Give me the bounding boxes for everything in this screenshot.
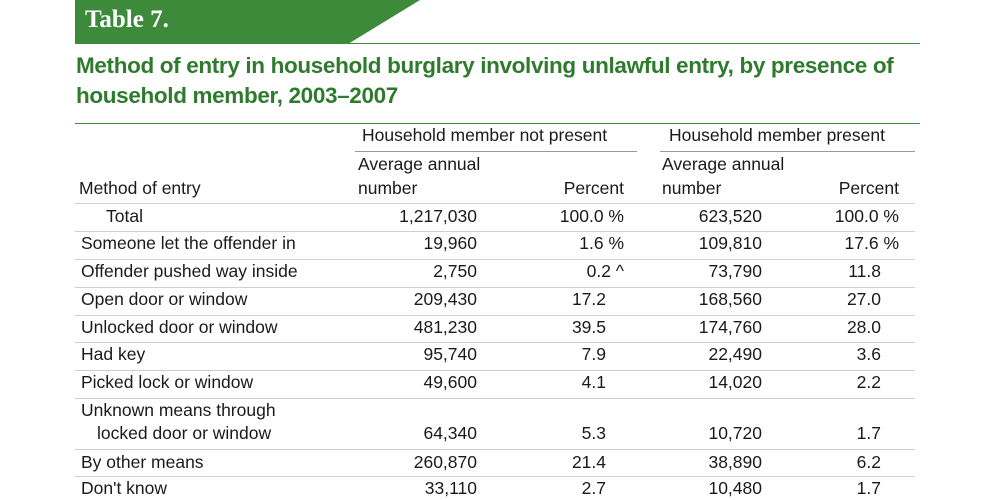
cell-np-number: 209,430 (413, 289, 477, 309)
cell-p-number: 109,810 (698, 233, 762, 253)
cell-np-percent: 39.5 (571, 317, 606, 337)
cell-np-percent: 100.0 % (559, 206, 624, 226)
header-avg-annual-p-line2: number (662, 178, 722, 198)
cell-p-number: 73,790 (708, 261, 762, 281)
cell-np-percent: 0.2 ^ (586, 261, 624, 281)
cell-p-number: 174,760 (698, 317, 762, 337)
header-method-of-entry: Method of entry (79, 178, 201, 198)
group-rule-not-present (355, 151, 637, 152)
cell-p-percent: 27.0 (846, 289, 881, 309)
cell-p-percent: 2.2 (856, 372, 881, 392)
cell-p-percent: 1.7 (856, 478, 881, 498)
cell-np-number: 95,740 (423, 344, 477, 364)
header-avg-annual-np-line1: Average annual (358, 154, 481, 174)
cell-p-number: 10,720 (708, 423, 762, 443)
cell-p-number: 168,560 (698, 289, 762, 309)
header-avg-annual-p-line1: Average annual (662, 154, 785, 174)
row-label: By other means (81, 452, 204, 472)
row-divider (75, 476, 915, 477)
cell-p-number: 10,480 (708, 478, 762, 498)
row-label: Unlocked door or window (81, 317, 278, 337)
cell-p-percent: 28.0 (846, 317, 881, 337)
cell-np-number: 64,340 (423, 423, 477, 443)
row-divider (75, 315, 915, 316)
cell-np-percent: 17.2 (571, 289, 606, 309)
row-label: Someone let the offender in (81, 233, 296, 253)
cell-np-number: 260,870 (413, 452, 477, 472)
row-divider (75, 370, 915, 371)
header-percent-p: Percent (838, 178, 899, 198)
cell-np-percent: 2.7 (581, 478, 606, 498)
cell-p-number: 22,490 (708, 344, 762, 364)
row-label: Offender pushed way inside (81, 261, 298, 281)
cell-p-percent: 1.7 (856, 423, 881, 443)
cell-p-percent: 11.8 (848, 261, 881, 281)
cell-p-percent: 17.6 % (844, 233, 899, 253)
cell-np-number: 19,960 (423, 233, 477, 253)
table-title-line-2: household member, 2003–2007 (76, 83, 398, 108)
group-header-not-present: Household member not present (362, 125, 608, 145)
table-title-line-1: Method of entry in household burglary in… (76, 53, 894, 78)
cell-p-number: 38,890 (708, 452, 762, 472)
row-divider (75, 231, 915, 232)
cell-p-number: 14,020 (708, 372, 762, 392)
cell-np-number: 481,230 (413, 317, 477, 337)
group-rule-present (660, 151, 915, 152)
table-title: Method of entry in household burglary in… (76, 51, 926, 111)
row-label: Picked lock or window (81, 372, 254, 392)
cell-np-percent: 1.6 % (579, 233, 624, 253)
tab-rule (75, 43, 920, 44)
header-percent-np: Percent (563, 178, 624, 198)
cell-np-percent: 21.4 (571, 452, 606, 472)
row-label: Total (106, 206, 143, 226)
row-label: Unknown means through (81, 400, 276, 420)
cell-p-number: 623,520 (698, 206, 762, 226)
row-divider (75, 259, 915, 260)
cell-np-percent: 7.9 (581, 344, 606, 364)
title-rule (75, 123, 920, 124)
header-avg-annual-np-line2: number (358, 178, 418, 198)
group-header-present: Household member present (669, 125, 885, 145)
header-rule (75, 203, 915, 204)
cell-np-percent: 4.1 (581, 372, 606, 392)
row-divider (75, 287, 915, 288)
row-label-continued: locked door or window (97, 423, 272, 443)
cell-p-percent: 3.6 (856, 344, 881, 364)
table-label: Table 7. (85, 6, 169, 33)
cell-np-number: 1,217,030 (399, 206, 477, 226)
cell-p-percent: 6.2 (856, 452, 881, 472)
cell-np-percent: 5.3 (581, 423, 606, 443)
row-label: Open door or window (81, 289, 248, 309)
row-label: Don't know (81, 478, 168, 498)
cell-p-percent: 100.0 % (834, 206, 899, 226)
table-label-tab (75, 0, 350, 44)
cell-np-number: 2,750 (433, 261, 477, 281)
row-divider (75, 398, 915, 399)
cell-np-number: 49,600 (423, 372, 477, 392)
row-divider (75, 342, 915, 343)
row-label: Had key (81, 344, 146, 364)
row-divider (75, 449, 915, 450)
table-label-tab-slant (348, 0, 420, 44)
cell-np-number: 33,110 (424, 478, 477, 498)
